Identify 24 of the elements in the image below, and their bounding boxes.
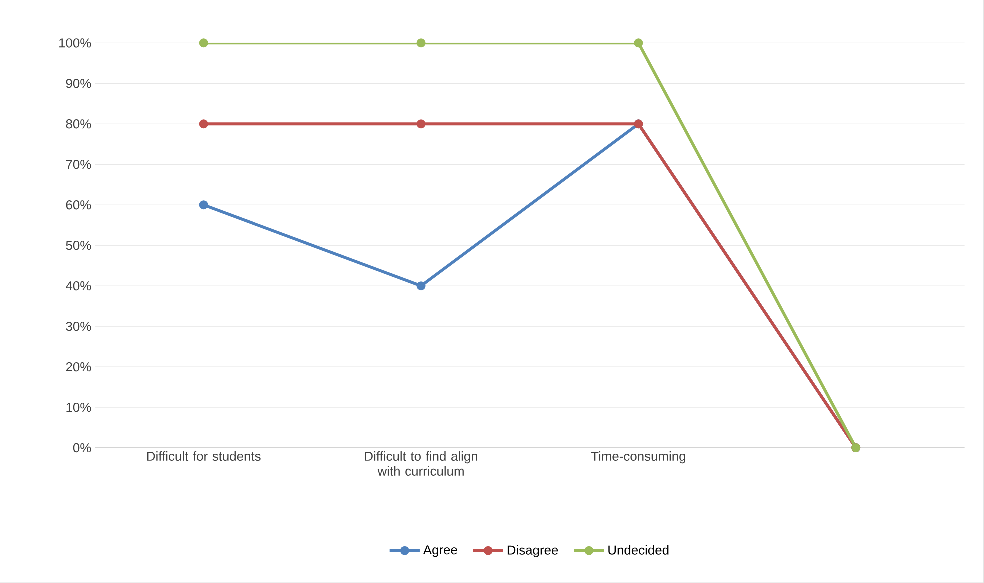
- y-tick-label: 60%: [66, 200, 92, 210]
- point: [199, 38, 208, 48]
- y-tick-label: 10%: [66, 402, 92, 412]
- x-tick-label: Difficult for students: [147, 451, 261, 461]
- y-tick-label: 30%: [66, 322, 92, 332]
- x-tick-label: Time-consuming: [591, 451, 686, 464]
- y-tick-label: 20%: [66, 362, 92, 372]
- y-tick-label: 80%: [66, 119, 92, 129]
- y-tick-label: 0%: [73, 443, 92, 453]
- x-tick-label: Difficult to find align with curriculum: [365, 451, 478, 476]
- y-tick-label: 70%: [66, 160, 92, 170]
- point: [199, 200, 208, 210]
- y-tick-label: 50%: [66, 240, 92, 250]
- point: [416, 38, 426, 48]
- legend-label: Agree: [423, 546, 458, 558]
- point: [634, 38, 644, 48]
- point: [416, 282, 426, 290]
- legend-label: Disagree: [508, 545, 558, 558]
- y-tick-label: 40%: [66, 281, 92, 291]
- point: [199, 120, 208, 129]
- y-tick-label: 90%: [66, 78, 92, 88]
- legend-label: Undecided: [608, 545, 669, 555]
- point: [416, 120, 426, 129]
- y-tick-label: 100%: [60, 38, 92, 48]
